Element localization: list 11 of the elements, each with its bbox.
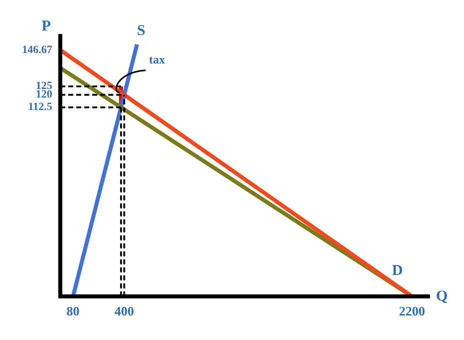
y-tick-label: 112.5 xyxy=(28,101,53,114)
y-tick-label: 120 xyxy=(36,88,53,101)
x-tick-label: 80 xyxy=(66,304,80,319)
x-axis-title: Q xyxy=(436,288,448,304)
x-tick-label: 2200 xyxy=(399,304,426,319)
series-label: D xyxy=(392,262,404,279)
y-tick-label: 146.67 xyxy=(22,44,53,56)
x-tick-label: 400 xyxy=(114,304,134,319)
annotation: tax xyxy=(149,52,166,66)
series-label: S xyxy=(137,22,146,39)
y-axis-title: P xyxy=(42,18,51,34)
